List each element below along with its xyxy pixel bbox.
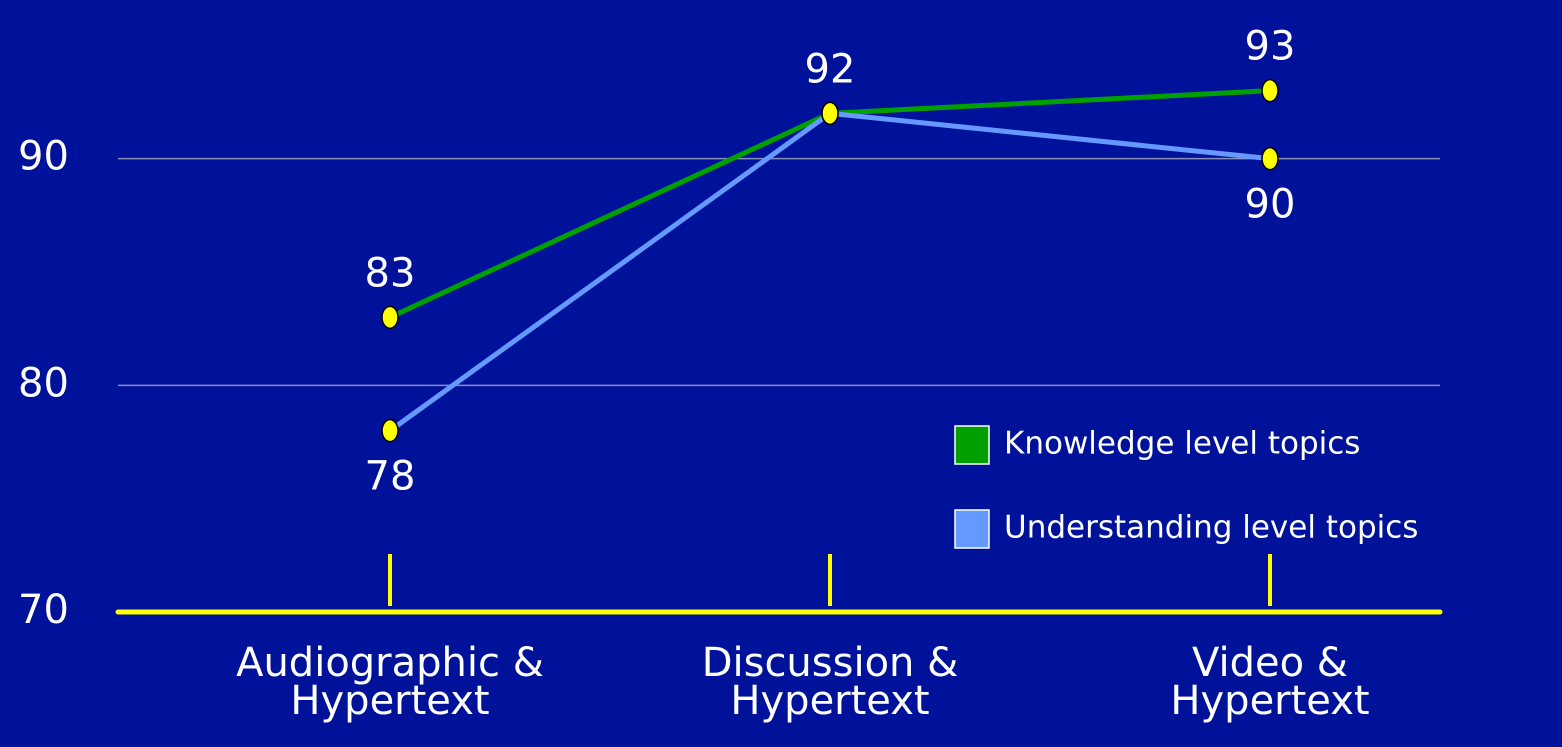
marker <box>381 305 399 330</box>
x-tick-label: Video & Hypertext <box>1170 640 1369 724</box>
marker <box>821 101 839 126</box>
legend-label: Knowledge level topics <box>1004 426 1360 462</box>
y-tick-label: 70 <box>18 587 69 633</box>
x-tick-label: Audiographic & Hypertext <box>236 640 544 724</box>
legend-swatch <box>954 509 990 549</box>
marker <box>381 418 399 443</box>
y-tick-label: 80 <box>18 360 69 406</box>
data-label: 93 <box>1245 24 1296 70</box>
series-line <box>388 110 1271 433</box>
data-label: 90 <box>1245 182 1296 228</box>
legend-swatch <box>954 425 990 465</box>
data-label: 78 <box>365 454 416 500</box>
x-tick-label: Discussion & Hypertext <box>702 640 959 724</box>
data-label: 83 <box>365 250 416 296</box>
marker <box>1261 146 1279 171</box>
marker <box>1261 78 1279 103</box>
data-label: 92 <box>805 46 856 92</box>
legend-label: Understanding level topics <box>1004 510 1418 546</box>
y-tick-label: 90 <box>18 134 69 180</box>
